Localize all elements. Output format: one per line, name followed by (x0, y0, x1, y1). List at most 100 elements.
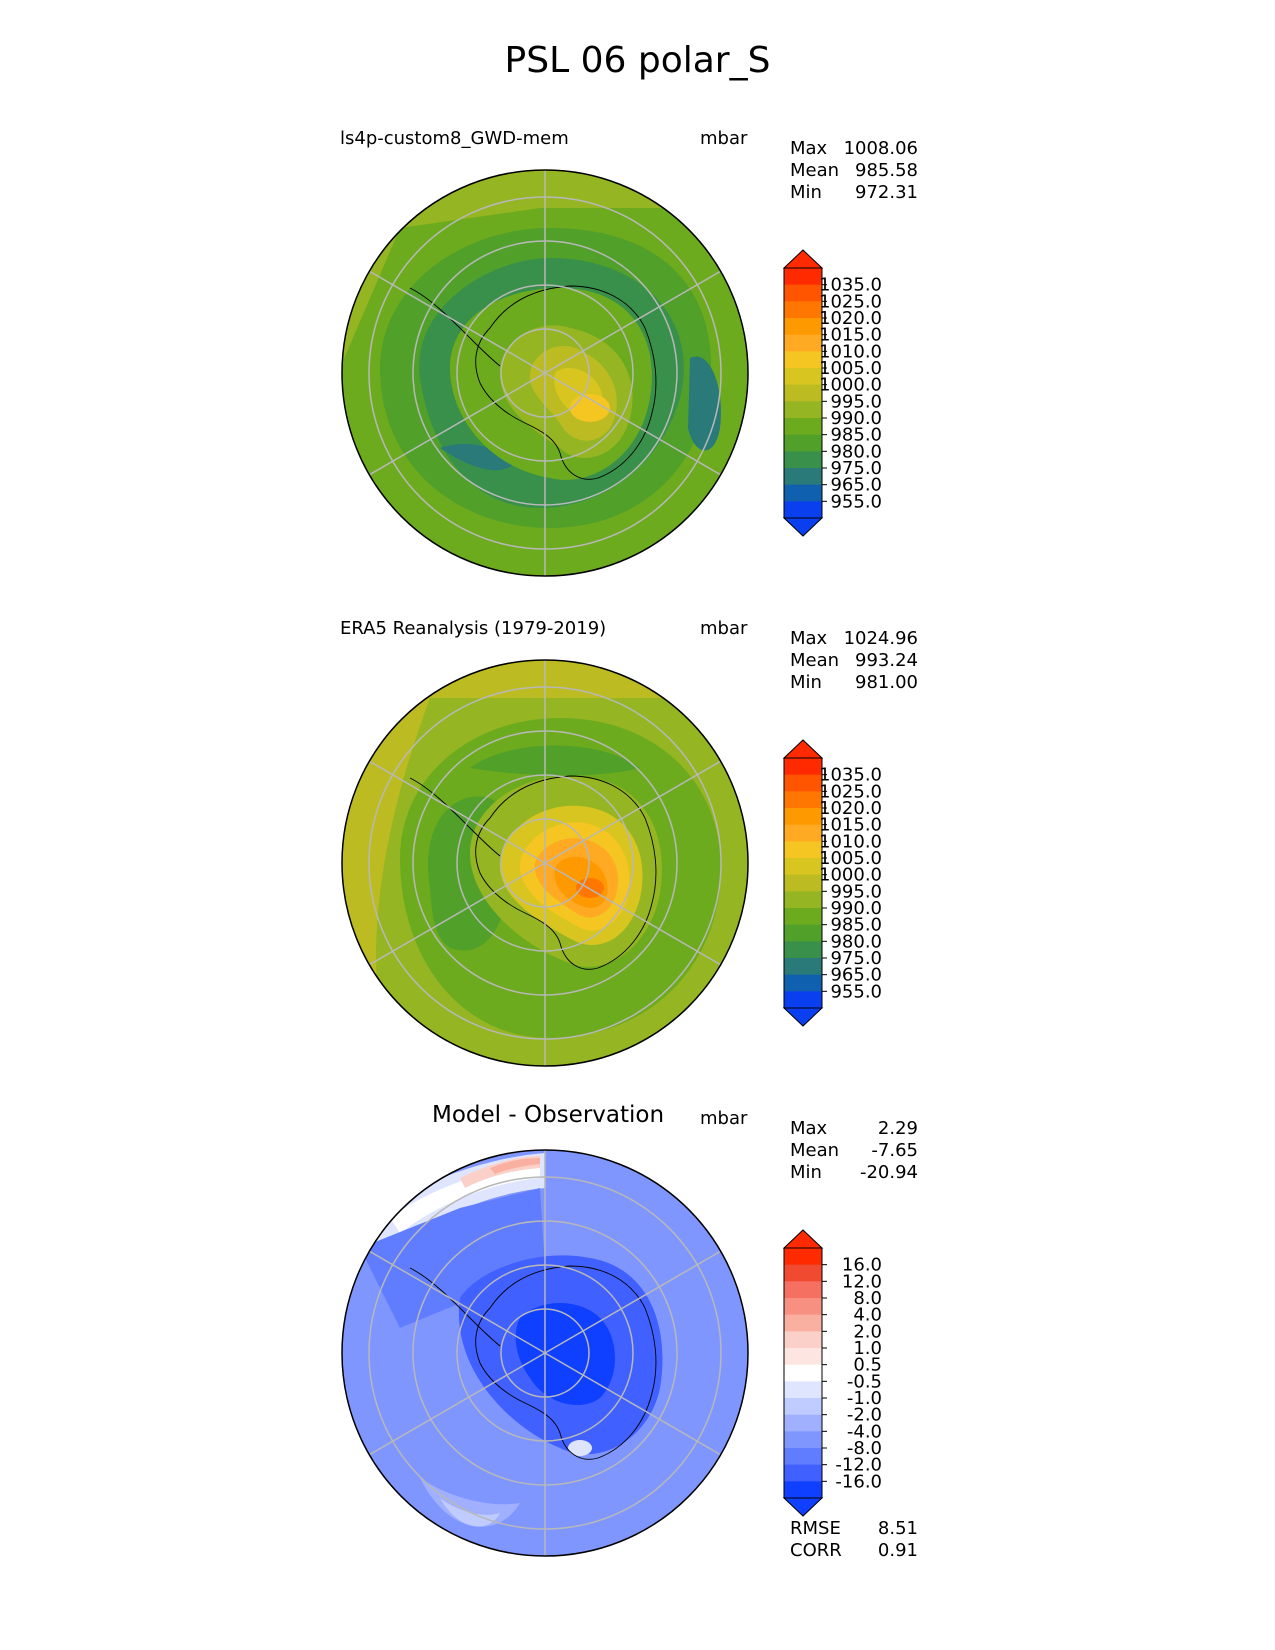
colorbar-model: 1035.01025.01020.01015.01010.01005.01000… (782, 249, 882, 537)
stat-max-value: 1024.96 (843, 628, 918, 649)
stat-min-label: Min (790, 1162, 822, 1183)
colorbar-segment (784, 1448, 822, 1466)
colorbar-tick-label: 990.0 (830, 408, 882, 429)
colorbar-tick-label: 1005.0 (819, 848, 882, 869)
colorbar-tick-label: 1005.0 (819, 358, 882, 379)
stats-box: Max 1024.96 Mean 993.24 Min 981.00 (790, 628, 918, 694)
colorbar-outline (783, 267, 823, 519)
colorbar-segment (784, 924, 822, 942)
colorbar-tick-label: -1.0 (847, 1388, 882, 1409)
colorbar-segment (784, 368, 822, 386)
colorbar-tick-label: 1000.0 (819, 375, 882, 396)
stat-min-value: -20.94 (859, 1162, 918, 1183)
colorbar-segment (784, 808, 822, 826)
units-label: mbar (700, 128, 748, 149)
stat-mean-value: -7.65 (871, 1140, 918, 1161)
polar-map-diff (341, 1149, 749, 1557)
colorbar-segment (784, 791, 822, 809)
colorbar-segment (784, 774, 822, 792)
stats-box: Max 2.29 Mean -7.65 Min -20.94 (790, 1118, 918, 1184)
colorbar-segment (784, 418, 822, 436)
colorbar-segment (784, 758, 822, 776)
colorbar-segment (784, 824, 822, 842)
colorbar-tick-label: 1025.0 (819, 291, 882, 312)
colorbar-tick-label: 1010.0 (819, 341, 882, 362)
metrics-box: RMSE 8.51 CORR 0.91 (790, 1518, 918, 1562)
colorbar-segment (784, 874, 822, 892)
colorbar-tick-label: 1015.0 (819, 815, 882, 836)
stat-mean-value: 993.24 (855, 650, 918, 671)
stat-max-label: Max (790, 138, 828, 159)
stat-max-value: 1008.06 (843, 138, 918, 159)
colorbar-tick-label: 955.0 (830, 491, 882, 512)
colorbar-tick-label: 980.0 (830, 441, 882, 462)
colorbar-segment (784, 1331, 822, 1349)
stat-mean-label: Mean (790, 160, 840, 181)
colorbar-extend-max (782, 1229, 824, 1249)
colorbar-diff: 16.012.08.04.02.01.00.5-0.5-1.0-2.0-4.0-… (782, 1229, 882, 1517)
colorbar-segment (784, 1298, 822, 1316)
colorbar-tick-label: 975.0 (830, 458, 882, 479)
stat-min-label: Min (790, 182, 822, 203)
panel-diff: Model - Observation mbar Max 2.29 Mean -7.… (0, 1102, 1275, 1578)
units-label: mbar (700, 1108, 748, 1129)
panel-label: Model - Observation (432, 1102, 665, 1128)
corr-value: 0.91 (877, 1540, 918, 1561)
colorbar-extend-max (782, 249, 824, 269)
colorbar-tick-label: 985.0 (830, 425, 882, 446)
colorbar-extend-min (782, 1007, 824, 1027)
stat-min-value: 981.00 (855, 672, 918, 693)
colorbar-tick-label: 2.0 (853, 1321, 882, 1342)
colorbar-segment (784, 468, 822, 486)
colorbar-segment (784, 941, 822, 959)
panel-model: ls4p-custom8_GWD-mem mbar Max 1008.06 Mea… (0, 128, 1275, 598)
colorbar-tick-label: 12.0 (842, 1271, 882, 1292)
colorbar-tick-label: 965.0 (830, 475, 882, 496)
stat-min-value: 972.31 (855, 182, 918, 203)
stat-min-label: Min (790, 672, 822, 693)
colorbar-segment (784, 858, 822, 876)
colorbar-segment (784, 1481, 822, 1499)
colorbar-tick-label: -12.0 (835, 1455, 882, 1476)
rmse-value: 8.51 (877, 1518, 918, 1539)
colorbar-segment (784, 1464, 822, 1482)
colorbar-tick-label: 1035.0 (819, 275, 882, 296)
colorbar-tick-label: -8.0 (847, 1438, 882, 1459)
polar-map-obs (341, 659, 749, 1067)
colorbar-segment (784, 351, 822, 369)
colorbar-tick-label: -16.0 (835, 1471, 882, 1492)
colorbar-tick-label: -0.5 (847, 1371, 882, 1392)
colorbar-tick-label: 1035.0 (819, 765, 882, 786)
colorbar-tick-label: 1020.0 (819, 308, 882, 329)
panel-label: ERA5 Reanalysis (1979-2019) (340, 618, 607, 639)
colorbar-tick-label: 955.0 (830, 981, 882, 1002)
colorbar-tick-label: 990.0 (830, 898, 882, 919)
colorbar-tick-label: 985.0 (830, 915, 882, 936)
stat-mean-label: Mean (790, 650, 840, 671)
colorbar-segment (784, 1314, 822, 1332)
colorbar-segment (784, 451, 822, 469)
stat-mean-label: Mean (790, 1140, 840, 1161)
colorbar-segment (784, 1364, 822, 1382)
colorbar-segment (784, 334, 822, 352)
colorbar-segment (784, 1264, 822, 1282)
panel-obs: ERA5 Reanalysis (1979-2019) mbar Max 1024… (0, 618, 1275, 1088)
colorbar-extend-min (782, 1497, 824, 1517)
colorbar-tick-label: 1025.0 (819, 781, 882, 802)
panel-label: ls4p-custom8_GWD-mem (340, 128, 569, 149)
colorbar-tick-label: 1000.0 (819, 865, 882, 886)
colorbar-segment (784, 268, 822, 286)
colorbar-tick-label: -4.0 (847, 1421, 882, 1442)
colorbar-segment (784, 301, 822, 319)
colorbar-obs: 1035.01025.01020.01015.01010.01005.01000… (782, 739, 882, 1027)
colorbar-tick-label: 1015.0 (819, 325, 882, 346)
rmse-label: RMSE (790, 1518, 841, 1539)
colorbar-segment (784, 841, 822, 859)
colorbar-segment (784, 501, 822, 519)
colorbar-segment (784, 1348, 822, 1366)
stat-max-value: 2.29 (877, 1118, 918, 1139)
colorbar-segment (784, 891, 822, 909)
figure-title: PSL 06 polar_S (504, 40, 771, 81)
colorbar-segment (784, 958, 822, 976)
units-label: mbar (700, 618, 748, 639)
